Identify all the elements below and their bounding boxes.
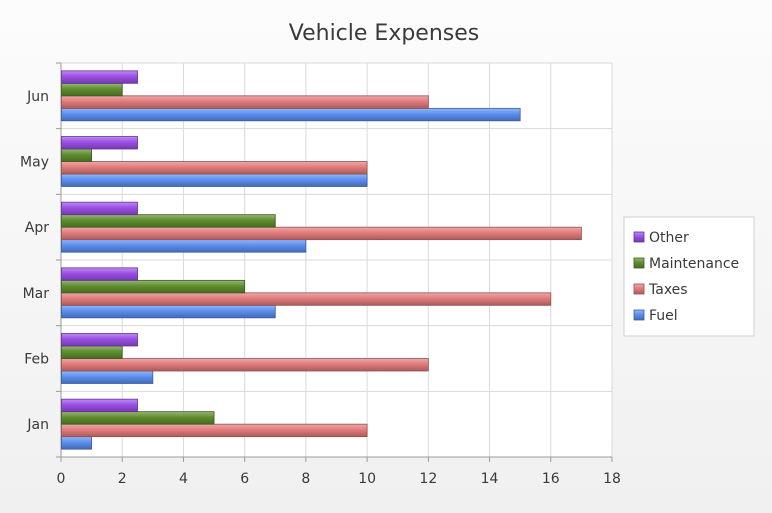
bar-maintenance-feb: [61, 345, 123, 359]
bar-fuel-jan: [61, 436, 93, 450]
bar-other-mar: [61, 267, 138, 281]
bar-other-jun: [61, 70, 138, 84]
y-tick-label: Jan: [26, 417, 49, 433]
legend-box: [623, 216, 755, 337]
bar-maintenance-mar: [61, 279, 246, 294]
axes: 0 2 4 6 8 10 12 14 16 18 Jan Feb Mar Apr May Jun: [20, 62, 621, 487]
bar-other-feb: [61, 333, 138, 347]
legend-swatch-fuel: [633, 309, 645, 321]
bar-maintenance-jan: [61, 411, 215, 425]
x-tick-label: 10: [358, 471, 376, 487]
bar-other-apr: [61, 201, 138, 216]
y-tick-label: Jun: [26, 89, 49, 105]
bar-fuel-jun: [61, 107, 521, 122]
y-tick-label: Apr: [25, 220, 49, 236]
legend-swatch-taxes: [633, 283, 645, 295]
bar-other-jan: [61, 398, 138, 413]
bar-taxes-apr: [61, 226, 582, 241]
bar-taxes-mar: [61, 292, 552, 306]
legend: Other Maintenance Taxes Fuel: [623, 216, 755, 337]
x-tick-label: 0: [57, 471, 66, 487]
x-tick-label: 2: [118, 471, 127, 487]
y-tick-label: May: [20, 155, 49, 171]
legend-swatch-maintenance: [633, 257, 645, 269]
x-tick-label: 16: [542, 471, 560, 487]
x-tick-label: 18: [603, 471, 621, 487]
x-tick-label: 14: [481, 471, 499, 487]
x-tick-label: 8: [301, 471, 310, 487]
x-tick-label: 6: [240, 471, 249, 487]
gridlines: [60, 62, 613, 458]
bar-fuel-apr: [61, 239, 307, 253]
y-tick-label: Feb: [24, 352, 49, 368]
x-tick-label: 4: [179, 471, 188, 487]
bar-taxes-may: [61, 161, 368, 175]
legend-label-maintenance: Maintenance: [649, 256, 739, 272]
bar-taxes-jan: [61, 423, 368, 438]
chart-title: Vehicle Expenses: [289, 21, 480, 46]
legend-label-other: Other: [649, 230, 689, 246]
bar-fuel-feb: [61, 370, 154, 384]
bar-maintenance-apr: [61, 214, 276, 228]
bar-other-may: [61, 136, 138, 150]
legend-label-taxes: Taxes: [648, 282, 688, 298]
x-tick-label: 12: [419, 471, 437, 487]
bar-fuel-may: [61, 173, 368, 187]
bars: [61, 70, 582, 450]
y-tick-label: Mar: [23, 286, 50, 302]
bar-maintenance-jun: [61, 82, 123, 97]
bar-fuel-mar: [61, 304, 276, 319]
bar-taxes-jun: [61, 95, 429, 109]
legend-label-fuel: Fuel: [649, 308, 678, 324]
bar-taxes-feb: [61, 358, 429, 372]
bar-maintenance-may: [61, 148, 93, 162]
legend-swatch-other: [633, 231, 645, 243]
